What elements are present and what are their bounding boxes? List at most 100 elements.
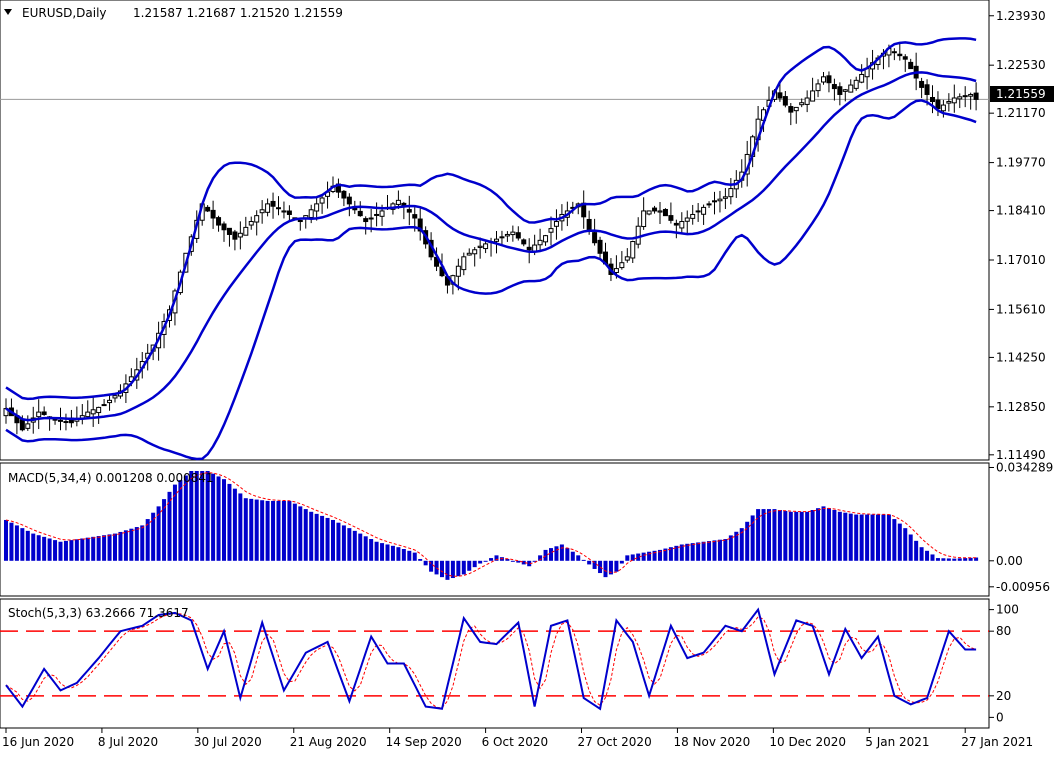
macd-histogram-bar <box>881 514 886 561</box>
macd-histogram-bar <box>271 500 276 561</box>
macd-histogram-bar <box>636 553 641 561</box>
macd-histogram-bar <box>96 536 101 561</box>
macd-histogram-bar <box>369 539 374 561</box>
macd-histogram-bar <box>614 560 619 572</box>
stoch-panel-frame <box>0 598 990 729</box>
macd-histogram-bar <box>222 479 226 561</box>
candle-body <box>673 222 679 226</box>
candle-body <box>515 232 521 239</box>
macd-histogram-bar <box>374 541 379 561</box>
candle-body <box>940 104 946 112</box>
candle-body <box>466 252 472 256</box>
macd-histogram-bar <box>298 506 303 561</box>
macd-histogram-bar <box>407 550 412 561</box>
time-axis-label: 5 Jan 2021 <box>865 735 929 749</box>
candle-body <box>717 198 723 202</box>
macd-histogram-bar <box>549 548 553 561</box>
macd-histogram-bar <box>941 558 946 561</box>
stoch-signal-line <box>5 613 977 709</box>
macd-histogram-bar <box>478 560 483 564</box>
macd-histogram-bar <box>412 552 417 561</box>
candle-body <box>788 106 794 113</box>
macd-histogram-bar <box>712 540 717 561</box>
price-axis-label: 1.14250 <box>996 350 1046 364</box>
macd-histogram-bar <box>663 548 668 561</box>
candle-body <box>483 243 489 250</box>
candle-body <box>96 406 102 414</box>
candle-body <box>314 203 320 212</box>
candle-body <box>374 213 380 216</box>
collapse-arrow-icon[interactable] <box>4 9 12 15</box>
macd-histogram-bar <box>930 554 935 561</box>
macd-histogram-bar <box>385 544 390 561</box>
macd-histogram-bar <box>739 528 744 561</box>
candle-body <box>924 84 930 95</box>
macd-histogram-bar <box>194 470 199 561</box>
macd-histogram-bar <box>592 560 597 569</box>
candle-body <box>897 53 903 57</box>
candle-body <box>461 256 467 271</box>
candle-body <box>553 221 559 227</box>
macd-histogram-bar <box>925 550 930 561</box>
candle-body <box>286 210 292 215</box>
macd-histogram-bar <box>505 558 510 561</box>
macd-histogram-bar <box>625 555 630 561</box>
macd-histogram-bar <box>123 530 128 561</box>
macd-histogram-bar <box>232 488 237 561</box>
candle-body <box>684 217 690 222</box>
current-price-text: 1.21559 <box>996 87 1046 101</box>
candle-body <box>799 102 805 106</box>
candle-body <box>657 210 663 213</box>
candle-body <box>232 231 238 240</box>
macd-histogram-bar <box>761 509 766 561</box>
macd-histogram-bar <box>946 558 951 561</box>
macd-histogram-bar <box>854 514 859 561</box>
macd-histogram-bar <box>777 509 782 561</box>
candle-body <box>973 92 979 100</box>
macd-histogram-bar <box>859 514 864 561</box>
macd-histogram-bar <box>848 513 853 561</box>
time-axis-label: 30 Jul 2020 <box>194 735 262 749</box>
macd-histogram-bar <box>396 547 401 561</box>
macd-histogram-bar <box>249 498 254 561</box>
macd-histogram-bar <box>521 560 526 565</box>
macd-histogram-bar <box>816 508 821 561</box>
price-axis-label: 1.21170 <box>996 106 1046 120</box>
candle-body <box>630 241 636 259</box>
bollinger-upper-line <box>5 37 977 401</box>
candle-body <box>379 210 385 217</box>
macd-histogram-bar <box>336 522 341 561</box>
macd-histogram-bar <box>151 512 156 561</box>
macd-histogram-bar <box>952 558 957 561</box>
macd-histogram-bar <box>516 560 521 563</box>
macd-histogram-bar <box>668 547 673 561</box>
candle-body <box>641 210 647 228</box>
macd-histogram-bar <box>331 519 335 561</box>
macd-histogram-bar <box>679 544 684 561</box>
macd-histogram-bar <box>9 522 14 561</box>
current-price-tag: 1.21559 <box>990 86 1054 102</box>
macd-histogram-bar <box>935 558 940 561</box>
candle-body <box>395 199 401 205</box>
candle-body <box>821 76 826 83</box>
macd-histogram-bar <box>587 560 592 565</box>
macd-axis-label: 0.034289 <box>996 460 1053 474</box>
candle-body <box>276 207 281 210</box>
candle-body <box>41 411 47 415</box>
candle-body <box>36 411 42 418</box>
macd-histogram-bar <box>429 560 434 572</box>
candle-body <box>679 221 685 229</box>
price-axis-label: 1.12850 <box>996 400 1046 414</box>
price-axis-label: 1.19770 <box>996 156 1046 170</box>
candle-body <box>25 423 31 429</box>
candle-body <box>635 225 641 245</box>
macd-histogram-bar <box>53 540 58 561</box>
macd-histogram-bar <box>974 557 979 561</box>
macd-histogram-bar <box>4 519 8 561</box>
time-axis-label: 14 Sep 2020 <box>386 735 462 749</box>
macd-histogram-bar <box>423 560 428 566</box>
candle-body <box>319 197 325 204</box>
macd-histogram-bar <box>211 473 216 561</box>
